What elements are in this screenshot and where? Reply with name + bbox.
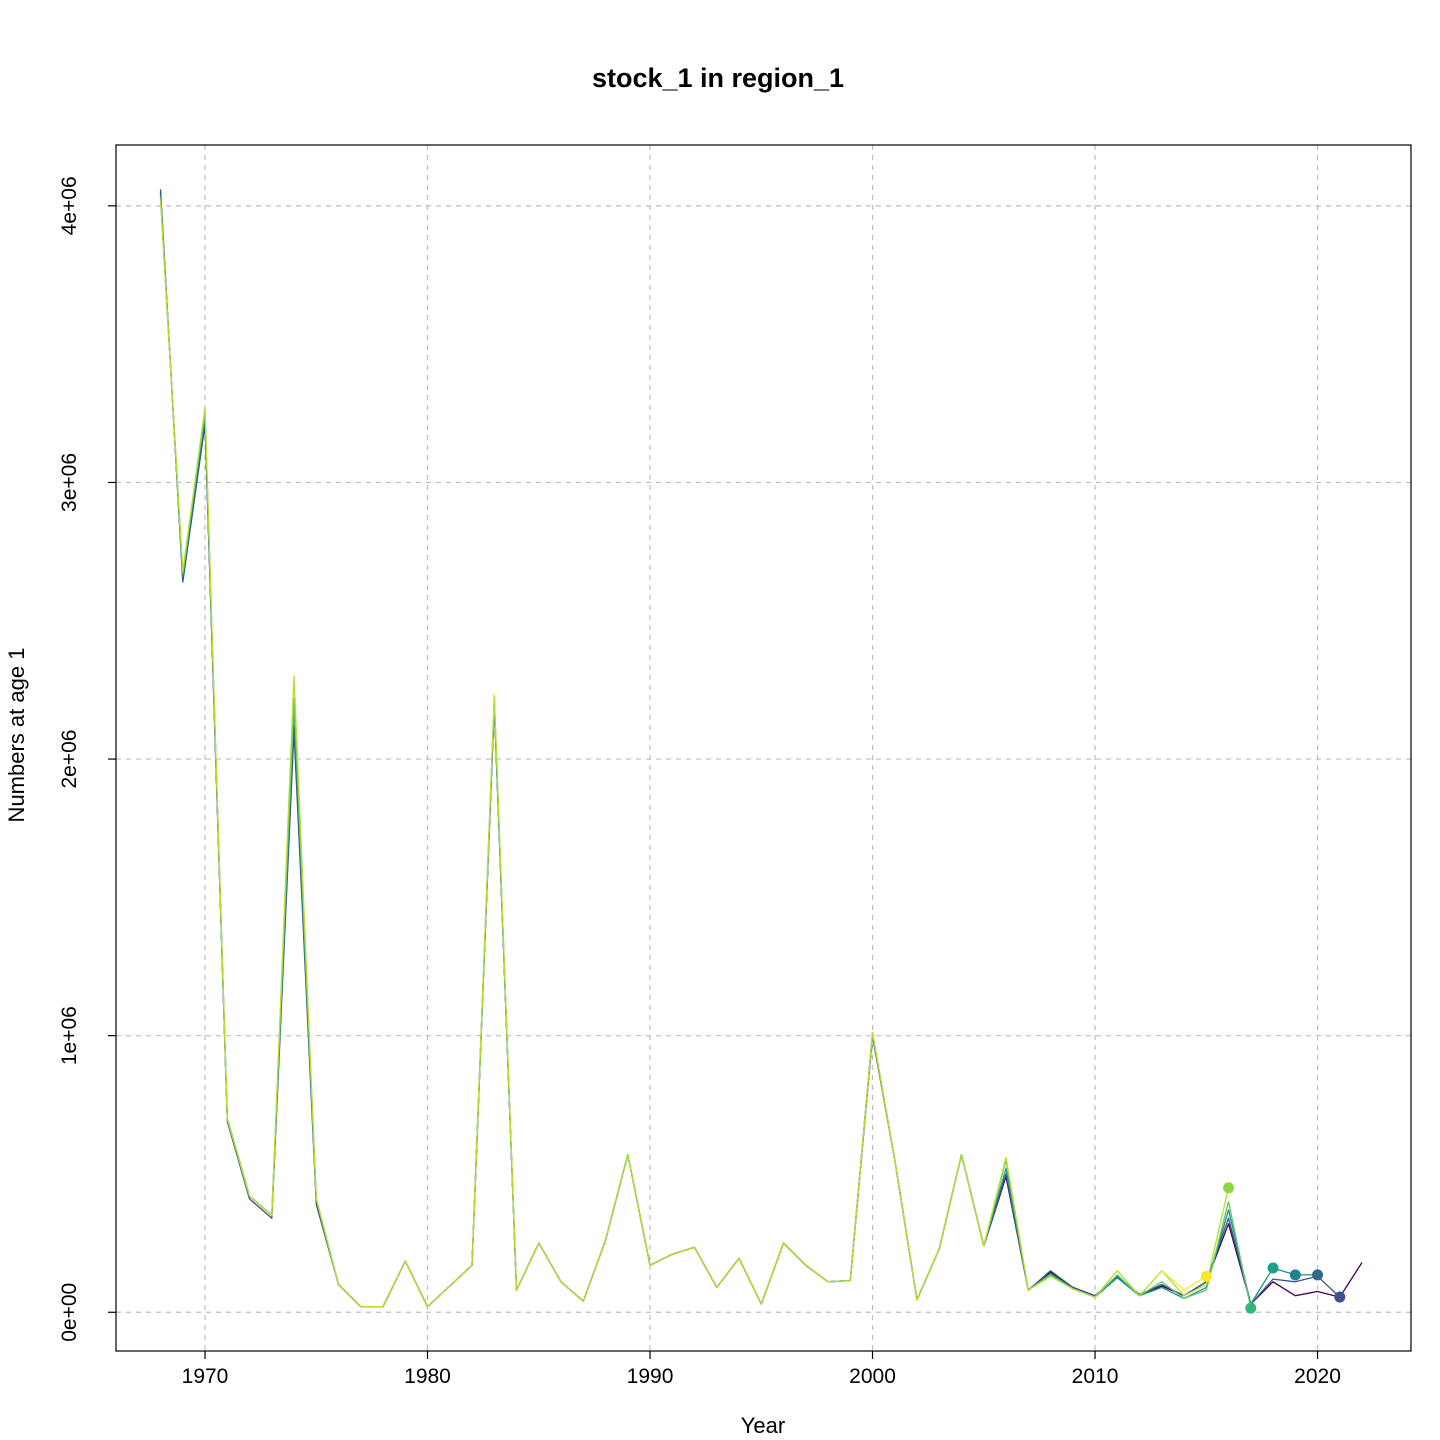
plot-frame [115,144,1412,1352]
series-line-3 [159,197,1252,1309]
series-line-1 [159,189,1341,1308]
x-axis: 1970 1980 1990 2000 2010 2020 [182,1351,1341,1388]
chart-title: stock_1 in region_1 [592,63,844,93]
y-tick-label-1: 1e+06 [58,1006,81,1065]
gridlines [116,145,1411,1351]
x-axis-label: Year [741,1413,785,1438]
data-point-2 [1245,1302,1257,1314]
x-tick-label-2: 1990 [627,1365,674,1388]
data-point-4 [1289,1269,1301,1281]
data-point-0 [1200,1270,1212,1282]
y-tick-label-0: 0e+00 [58,1283,81,1342]
y-axis: 0e+00 1e+06 2e+06 3e+06 4e+06 [58,176,116,1342]
x-tick-label-1: 1980 [404,1365,451,1388]
data-points [1200,1182,1346,1314]
y-tick-label-3: 3e+06 [58,453,81,512]
data-point-3 [1267,1262,1279,1274]
series-line-2 [159,194,1318,1308]
y-axis-label: Numbers at age 1 [4,648,29,823]
series-lines [159,189,1363,1309]
data-point-1 [1223,1182,1235,1194]
x-tick-label-3: 2000 [849,1365,896,1388]
y-tick-label-2: 2e+06 [58,730,81,789]
series-line-5 [1161,1270,1207,1291]
y-tick-label-4: 4e+06 [58,176,81,235]
x-tick-label-0: 1970 [182,1365,229,1388]
data-point-5 [1312,1269,1324,1281]
x-tick-label-5: 2020 [1294,1365,1341,1388]
series-line-0 [159,191,1363,1308]
x-tick-label-4: 2010 [1072,1365,1119,1388]
series-line-4 [159,200,1230,1308]
data-point-6 [1334,1291,1346,1303]
